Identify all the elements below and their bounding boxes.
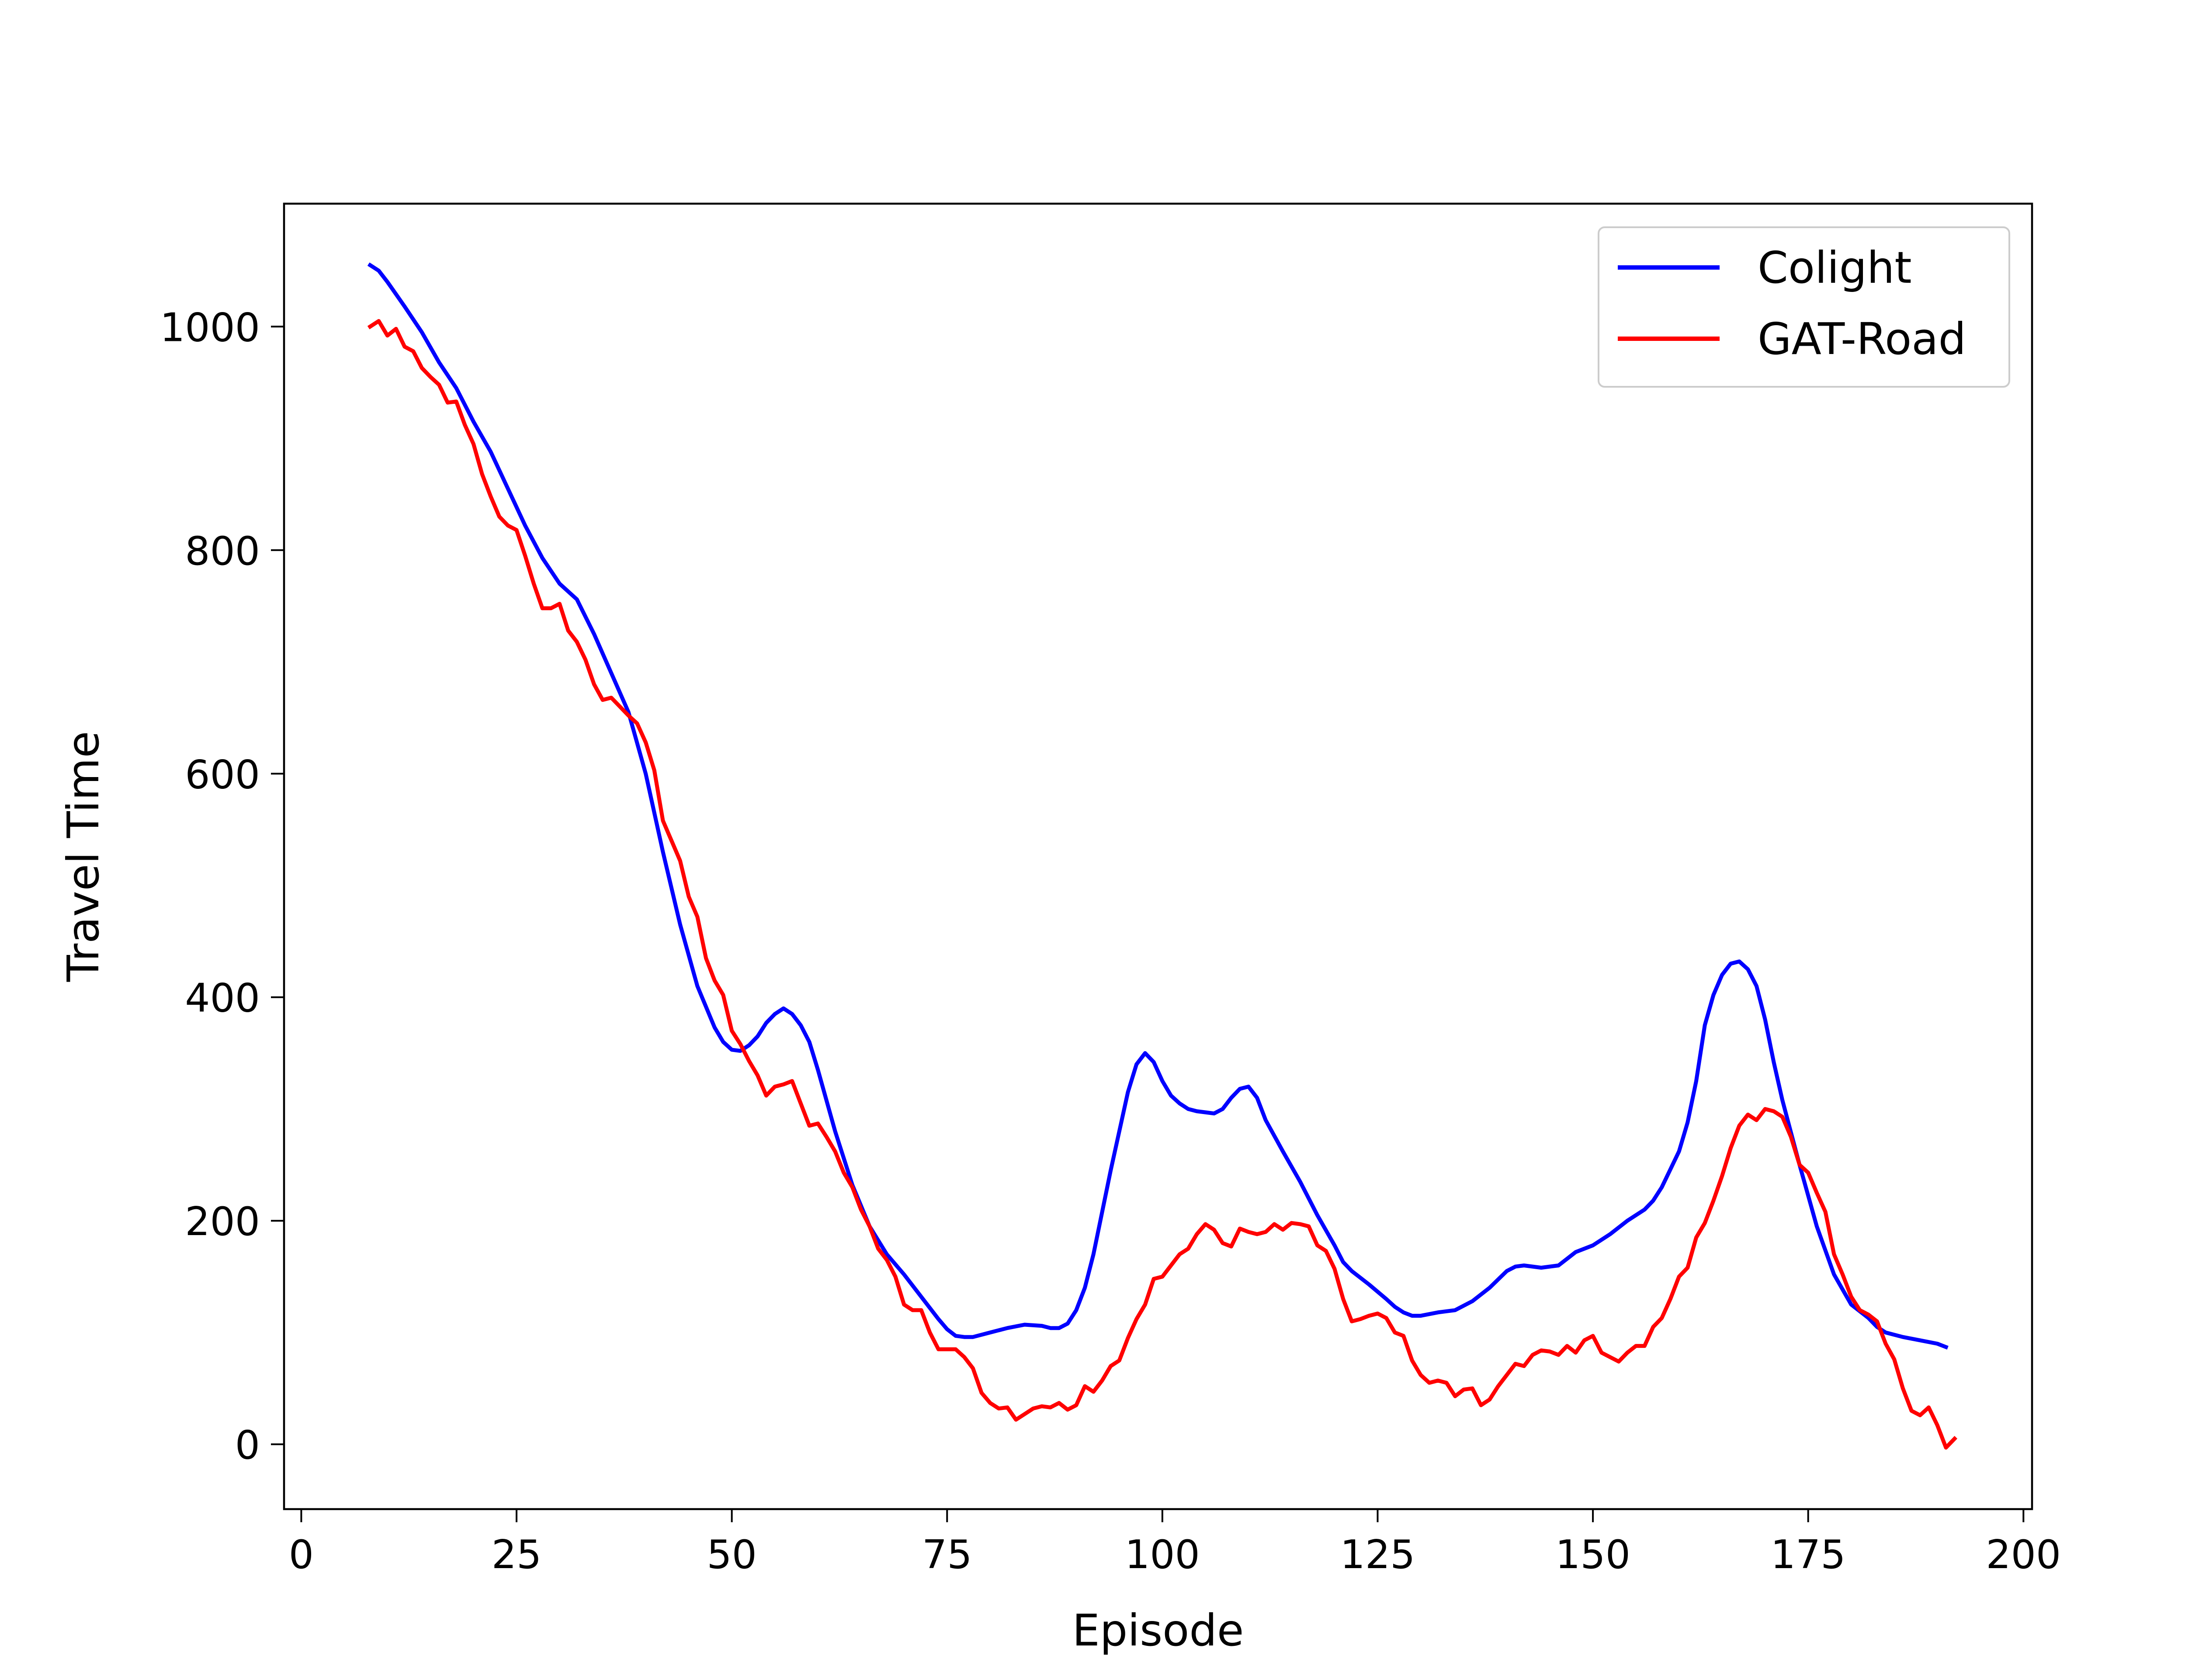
- legend-label-colight: Colight: [1758, 242, 1912, 293]
- y-tick-label: 0: [235, 1423, 260, 1468]
- y-tick-label: 1000: [160, 305, 260, 351]
- series-line-colight: [367, 262, 1949, 1350]
- legend: Colight GAT-Road: [1598, 226, 2010, 388]
- x-tick-label: 25: [492, 1532, 542, 1578]
- x-tick-label: 100: [1125, 1532, 1200, 1578]
- y-axis-label: Travel Time: [58, 731, 109, 982]
- x-tick-label: 200: [1986, 1532, 2061, 1578]
- x-tick-label: 175: [1771, 1532, 1846, 1578]
- x-tick-label: 150: [1555, 1532, 1630, 1578]
- series-line-gat-road: [367, 319, 1958, 1450]
- x-tick-label: 125: [1340, 1532, 1415, 1578]
- plot-area: [367, 262, 1958, 1450]
- y-tick-label: 800: [185, 528, 260, 574]
- x-tick-label: 0: [289, 1532, 314, 1578]
- legend-label-gat-road: GAT-Road: [1758, 313, 1966, 364]
- axis-ticks: 0 25 50 75 100 125 150 175 200 0 200 400 600 800 1000: [160, 305, 2061, 1578]
- x-tick-label: 75: [922, 1532, 972, 1578]
- x-axis-label: Episode: [1072, 1605, 1244, 1656]
- x-tick-label: 50: [707, 1532, 757, 1578]
- axes-frame: [283, 202, 2033, 1510]
- y-tick-label: 600: [185, 752, 260, 798]
- y-tick-label: 200: [185, 1199, 260, 1245]
- y-tick-label: 400: [185, 975, 260, 1021]
